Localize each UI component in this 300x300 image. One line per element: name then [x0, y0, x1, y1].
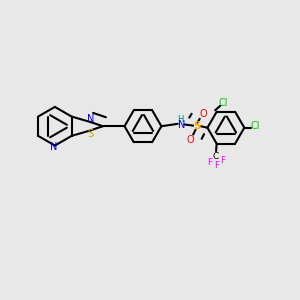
Text: N: N: [178, 120, 185, 130]
Text: N: N: [87, 114, 94, 124]
Text: H: H: [177, 116, 183, 124]
Text: S: S: [193, 121, 200, 131]
Text: S: S: [87, 129, 93, 139]
Text: F: F: [220, 155, 225, 164]
Text: Cl: Cl: [218, 98, 228, 108]
Text: Cl: Cl: [251, 121, 260, 131]
Text: F: F: [214, 161, 219, 170]
Text: O: O: [200, 109, 207, 119]
Text: N: N: [50, 142, 57, 152]
Text: O: O: [187, 135, 195, 145]
Text: C: C: [213, 152, 219, 161]
Text: F: F: [207, 158, 212, 166]
